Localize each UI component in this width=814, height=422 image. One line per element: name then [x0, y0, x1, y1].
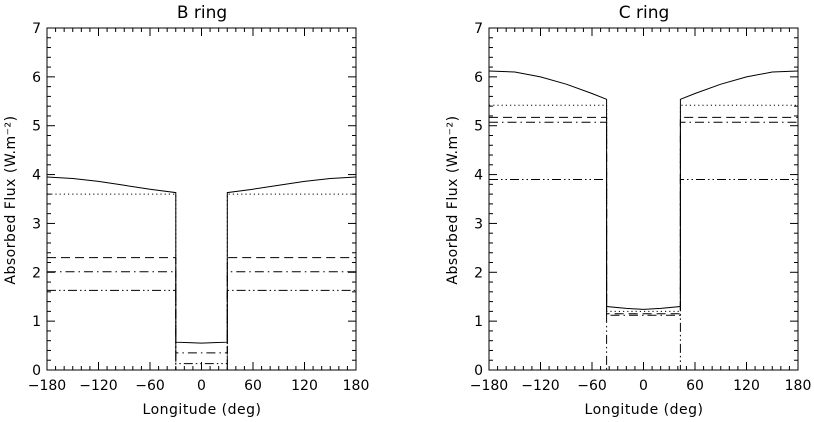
y-tick-label: 7: [32, 21, 41, 37]
y-tick-label: 6: [32, 70, 41, 86]
series-line-dashdotdot: [489, 179, 798, 371]
x-tick-label: 0: [197, 378, 206, 394]
panel-b-ring: B ring −180 −120 −60 0 60 120 180 0 1 2 3 4 5 6 7 Long…: [3, 3, 369, 418]
y-tick-label: 0: [474, 363, 483, 379]
series-line-solid: [46, 176, 357, 344]
series-line-dashdotdot: [47, 289, 356, 365]
y-axis-label: Absorbed Flux (W.m⁻²): [3, 115, 19, 284]
x-tick-label: −180: [470, 378, 508, 394]
y-tick-label: 3: [474, 216, 483, 232]
y-tick-label: 1: [32, 314, 41, 330]
panel-c-ring: C ring −180 −120 −60 0 60 120 180 0 1 2 3 4 5 6 7 Long…: [445, 3, 811, 418]
x-tick-label: 0: [639, 378, 648, 394]
x-tick-label: −180: [28, 378, 66, 394]
x-tick-label: 60: [244, 378, 262, 394]
series-line-dashdot: [489, 121, 798, 316]
plot-area: −180 −120 −60 0 60 120 180 0 1 2 3 4 5 6 7: [28, 21, 370, 394]
plot-area: −180 −120 −60 0 60 120 180 0 1 2 3 4 5 6 7: [470, 21, 812, 394]
y-tick-label: 6: [474, 70, 483, 86]
series-line-dashed: [47, 257, 356, 371]
series-line-dotted: [489, 104, 798, 312]
y-tick-label: 7: [474, 21, 483, 37]
x-axis-label: Longitude (deg): [585, 402, 704, 418]
x-tick-label: 120: [733, 378, 760, 394]
y-tick-label: 2: [474, 265, 483, 281]
x-axis-label: Longitude (deg): [143, 402, 262, 418]
x-tick-label: 120: [291, 378, 318, 394]
x-tick-label: −60: [577, 378, 607, 394]
x-tick-label: −120: [521, 378, 559, 394]
y-tick-label: 4: [32, 168, 41, 184]
series-line-solid: [488, 70, 799, 310]
y-tick-label: 5: [32, 119, 41, 135]
x-tick-label: −120: [79, 378, 117, 394]
x-tick-label: 180: [343, 378, 370, 394]
chart-title: C ring: [619, 3, 670, 23]
series-line-dashed: [489, 116, 798, 315]
series-line-dashdot: [47, 271, 356, 354]
y-tick-label: 0: [32, 363, 41, 379]
x-tick-label: 60: [686, 378, 704, 394]
y-tick-label: 1: [474, 314, 483, 330]
chart-title: B ring: [177, 3, 227, 23]
y-tick-label: 2: [32, 265, 41, 281]
y-tick-label: 3: [32, 216, 41, 232]
y-tick-label: 4: [474, 168, 483, 184]
plot-frame: [46, 27, 357, 371]
y-tick-label: 5: [474, 119, 483, 135]
y-axis-label: Absorbed Flux (W.m⁻²): [445, 115, 461, 284]
x-tick-label: −60: [135, 378, 165, 394]
plot-frame: [488, 27, 799, 371]
x-tick-label: 180: [785, 378, 812, 394]
series-line-dotted: [47, 193, 356, 371]
